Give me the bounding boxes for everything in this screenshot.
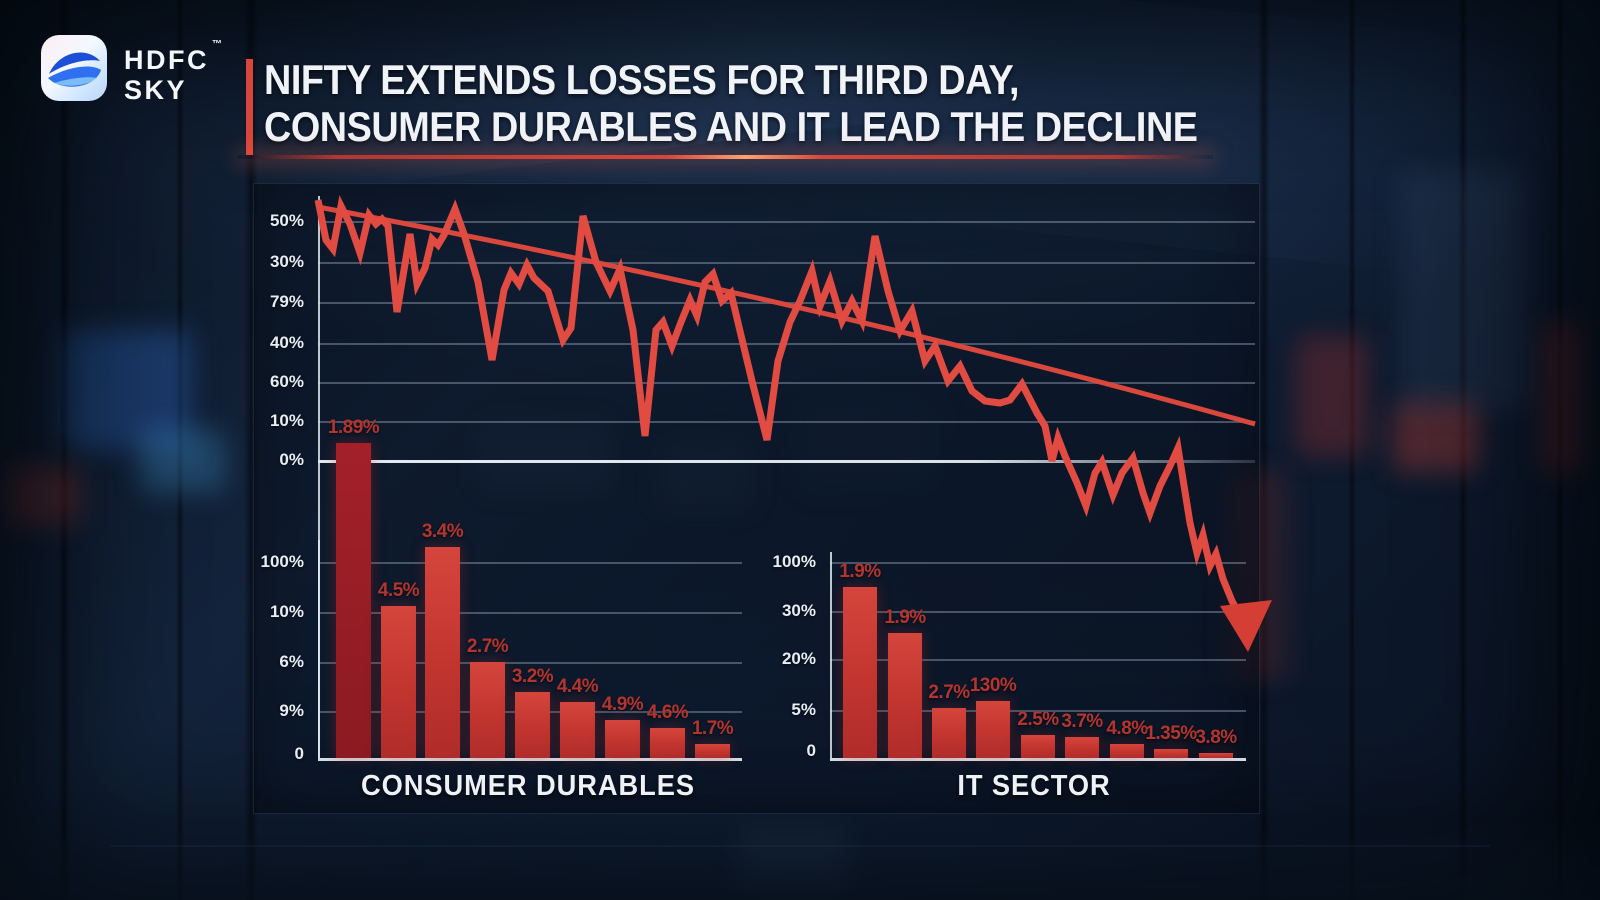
y-tick-label-it-sector: 20% xyxy=(781,649,816,668)
y-tick-label-consumer-durables: 100% xyxy=(260,552,304,571)
trademark-symbol: ™ xyxy=(212,39,222,50)
bar-value-label: 3.8% xyxy=(1195,727,1237,748)
gridline-nifty-line xyxy=(318,421,1255,423)
bar-value-label: 3.2% xyxy=(511,666,554,687)
bar-value-label: 4.4% xyxy=(556,676,599,697)
bar-consumer-durables xyxy=(605,720,640,758)
bar-it-sector xyxy=(1065,737,1099,758)
chart-title-it-sector: IT SECTOR xyxy=(957,770,1111,802)
x-axis-it-sector xyxy=(830,758,1246,761)
y-tick-label-consumer-durables: 9% xyxy=(279,701,304,720)
y-axis-it-sector xyxy=(830,552,832,758)
brand-name-line2: SKY xyxy=(124,75,188,105)
bar-value-label: 130% xyxy=(969,675,1017,696)
gridline-nifty-line xyxy=(318,460,1255,463)
gridline-nifty-line xyxy=(318,343,1255,345)
y-tick-label-it-sector: 0 xyxy=(806,741,816,760)
hdfc-sky-logo-icon xyxy=(40,34,108,102)
bar-value-label: 2.7% xyxy=(928,682,970,703)
bar-value-label: 3.4% xyxy=(421,521,464,542)
y-tick-label-it-sector: 5% xyxy=(791,700,816,719)
brand-name-line1: HDFC xyxy=(124,45,209,75)
bar-it-sector xyxy=(1110,744,1144,758)
bar-value-label: 1.35% xyxy=(1145,723,1197,744)
bar-value-label: 3.7% xyxy=(1061,711,1103,732)
headline-accent-bar xyxy=(246,59,253,155)
bar-it-sector xyxy=(1021,735,1055,758)
y-tick-label-nifty-line: 50% xyxy=(269,211,304,230)
gridline-nifty-line xyxy=(318,262,1255,264)
bar-consumer-durables xyxy=(381,606,416,758)
headline-line2: CONSUMER DURABLES AND IT LEAD THE DECLIN… xyxy=(264,103,1198,150)
bar-it-sector xyxy=(976,701,1010,758)
y-tick-label-nifty-line: 40% xyxy=(269,333,304,352)
gridline-nifty-line xyxy=(318,221,1255,223)
y-tick-label-nifty-line: 0% xyxy=(279,450,304,469)
bar-value-label: 4.6% xyxy=(646,702,689,723)
y-tick-label-consumer-durables: 6% xyxy=(279,652,304,671)
headline-text: NIFTY EXTENDS LOSSES FOR THIRD DAY, CONS… xyxy=(264,56,1301,150)
trend-line xyxy=(317,204,1256,427)
y-axis-consumer-durables xyxy=(318,540,320,758)
y-tick-label-nifty-line: 30% xyxy=(269,252,304,271)
x-axis-consumer-durables xyxy=(318,758,742,761)
bar-value-label: 4.8% xyxy=(1106,718,1148,739)
chart-title-consumer-durables: CONSUMER DURABLES xyxy=(360,770,696,802)
gridline-nifty-line xyxy=(318,302,1255,304)
brand-logo: HDFC™ SKY xyxy=(40,30,222,105)
bar-value-label: 1.7% xyxy=(691,718,734,739)
bar-consumer-durables xyxy=(695,744,730,758)
bar-consumer-durables xyxy=(470,662,505,758)
headline-divider-glow xyxy=(238,155,1213,159)
y-tick-label-nifty-line: 60% xyxy=(269,372,304,391)
brand-text: HDFC™ SKY xyxy=(124,30,222,105)
sky-swoosh-icon xyxy=(41,34,107,101)
y-tick-label-nifty-line: 79% xyxy=(269,292,304,311)
bar-value-label: 4.9% xyxy=(601,694,644,715)
bar-it-sector xyxy=(932,708,966,758)
gridline-consumer-durables xyxy=(318,662,742,664)
y-tick-label-consumer-durables: 10% xyxy=(269,602,304,621)
bar-value-label: 1.9% xyxy=(839,561,881,582)
bar-value-label: 2.7% xyxy=(466,636,509,657)
gridline-consumer-durables xyxy=(318,562,742,564)
y-tick-label-it-sector: 100% xyxy=(772,552,816,571)
down-arrow-icon xyxy=(1220,600,1272,652)
bar-it-sector xyxy=(1154,749,1188,758)
y-tick-label-consumer-durables: 0 xyxy=(294,744,304,763)
headline-line1: NIFTY EXTENDS LOSSES FOR THIRD DAY, xyxy=(264,56,1020,103)
headline-block: NIFTY EXTENDS LOSSES FOR THIRD DAY, CONS… xyxy=(238,56,1301,159)
bar-it-sector xyxy=(1199,753,1233,758)
bar-consumer-durables xyxy=(560,702,595,758)
bar-value-label: 2.5% xyxy=(1017,709,1059,730)
gridline-it-sector xyxy=(830,659,1246,661)
bar-value-label: 1.89% xyxy=(327,417,380,438)
bar-value-label: 4.5% xyxy=(377,580,420,601)
bar-it-sector xyxy=(888,633,922,758)
y-tick-label-it-sector: 30% xyxy=(781,601,816,620)
y-tick-label-nifty-line: 10% xyxy=(269,411,304,430)
bar-consumer-durables xyxy=(515,692,550,758)
bar-consumer-durables xyxy=(650,728,685,758)
gridline-nifty-line xyxy=(318,382,1255,384)
gridline-it-sector xyxy=(830,710,1246,712)
bar-value-label: 1.9% xyxy=(884,607,926,628)
